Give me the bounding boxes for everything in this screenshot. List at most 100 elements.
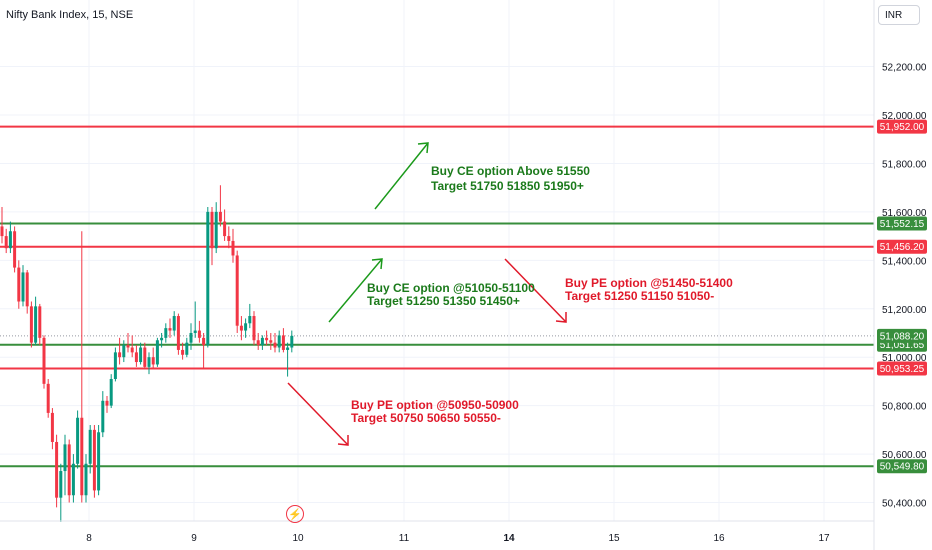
candlestick-series <box>0 185 294 522</box>
x-tick-label: 16 <box>713 533 725 544</box>
candle-body <box>38 306 42 338</box>
arrow-pe-51450 <box>504 258 567 323</box>
level-label-bg <box>877 239 927 254</box>
level-label: 51,456.20 <box>880 242 925 253</box>
candle-body <box>109 378 113 406</box>
candle-body <box>281 335 285 350</box>
x-tick-label: 8 <box>86 533 92 544</box>
candle-body <box>185 342 189 355</box>
candle-body <box>235 255 239 326</box>
y-tick-label: 50,600.00 <box>882 450 927 461</box>
annotation-ce-51050-line1: Buy CE option @51050-51100 <box>367 281 535 295</box>
x-tick-label: 17 <box>818 533 830 544</box>
candle-body <box>8 231 12 249</box>
annotation-ce-51050-line2: Target 51250 51350 51450+ <box>367 294 520 308</box>
symbol-title[interactable]: Nifty Bank Index, 15, NSE <box>6 9 134 21</box>
level-label: 50,953.25 <box>880 364 925 375</box>
candle-body <box>105 400 109 406</box>
last-price-label: 51,088.20 <box>880 331 925 342</box>
level-label: 51,051.65 <box>880 340 925 351</box>
candle-body <box>134 352 138 363</box>
level-label-bg <box>877 361 927 376</box>
candle-body <box>50 412 54 442</box>
level-label: 51,552.15 <box>880 219 925 230</box>
y-tick-label: 51,800.00 <box>882 159 927 170</box>
candle-body <box>252 316 256 341</box>
candle-body <box>17 267 21 302</box>
candle-body <box>164 328 168 338</box>
level-label: 50,549.80 <box>880 462 925 473</box>
y-tick-label: 51,600.00 <box>882 208 927 219</box>
arrow-pe-51450-head <box>555 312 567 323</box>
candle-body <box>130 347 134 353</box>
candle-body <box>197 330 201 338</box>
y-tick-label: 52,200.00 <box>882 63 927 74</box>
candle-body <box>59 471 63 498</box>
chart-header: Nifty Bank Index, 15, NSE <box>0 0 875 26</box>
candle-body <box>139 347 143 363</box>
candle-body <box>269 340 273 343</box>
candle-body <box>97 432 101 491</box>
x-tick-label: 9 <box>191 533 197 544</box>
candle-body <box>223 221 227 237</box>
candle-body <box>55 441 59 498</box>
candle-body <box>13 231 17 268</box>
candle-body <box>143 347 147 367</box>
candle-body <box>248 316 252 324</box>
candle-body <box>239 325 243 331</box>
chart-grid <box>0 0 874 521</box>
candle-body <box>122 345 126 358</box>
candle-body <box>29 306 33 343</box>
candle-body <box>113 352 117 379</box>
annotation-pe-50950-line2: Target 50750 50650 50550- <box>351 411 501 425</box>
candle-body <box>231 240 235 256</box>
annotations: Buy CE option Above 51550 Target 51750 5… <box>351 164 733 425</box>
candle-body <box>63 444 67 472</box>
candle-body <box>214 211 218 249</box>
arrow-ce-above <box>374 142 429 210</box>
candle-body <box>244 323 248 331</box>
currency-selector[interactable]: INR <box>878 5 920 25</box>
candle-body <box>256 340 260 346</box>
candle-body <box>218 211 222 222</box>
candle-body <box>92 429 96 491</box>
candle-body <box>206 211 210 346</box>
x-tick-label: 10 <box>292 533 304 544</box>
flash-event-icon[interactable]: ⚡ <box>286 505 304 523</box>
candle-body <box>80 417 84 496</box>
candle-body <box>101 400 105 433</box>
level-label-bg <box>877 119 927 134</box>
candle-body <box>25 272 29 307</box>
arrow-pe-50950 <box>287 382 349 446</box>
arrow-pe-50950-head <box>337 435 349 446</box>
candle-body <box>286 347 290 350</box>
annotation-pe-51450-line1: Buy PE option @51450-51400 <box>565 276 733 290</box>
candle-body <box>88 429 92 464</box>
candle-body <box>290 335 294 348</box>
candle-body <box>202 337 206 346</box>
candle-body <box>0 226 4 237</box>
candle-body <box>151 357 155 365</box>
candle-body <box>193 330 197 333</box>
y-tick-label: 51,000.00 <box>882 353 927 364</box>
candle-body <box>67 444 71 496</box>
arrow-ce-51050-head <box>371 258 383 270</box>
y-tick-label: 52,000.00 <box>882 111 927 122</box>
arrow-ce-51050 <box>328 258 383 323</box>
y-tick-label: 51,200.00 <box>882 305 927 316</box>
level-label-bg <box>877 216 927 231</box>
horizontal-levels <box>0 125 874 468</box>
candle-body <box>260 337 264 346</box>
x-tick-label: 11 <box>399 533 410 544</box>
annotation-ce-above-line1: Buy CE option Above 51550 <box>431 164 590 178</box>
annotation-ce-above-line2: Target 51750 51850 51950+ <box>431 179 584 193</box>
y-tick-label: 51,400.00 <box>882 256 927 267</box>
candle-body <box>34 306 38 343</box>
candle-body <box>21 272 25 302</box>
candle-body <box>176 316 180 350</box>
x-tick-label: 14 <box>503 533 515 544</box>
candle-body <box>46 383 50 413</box>
candle-body <box>181 349 185 355</box>
